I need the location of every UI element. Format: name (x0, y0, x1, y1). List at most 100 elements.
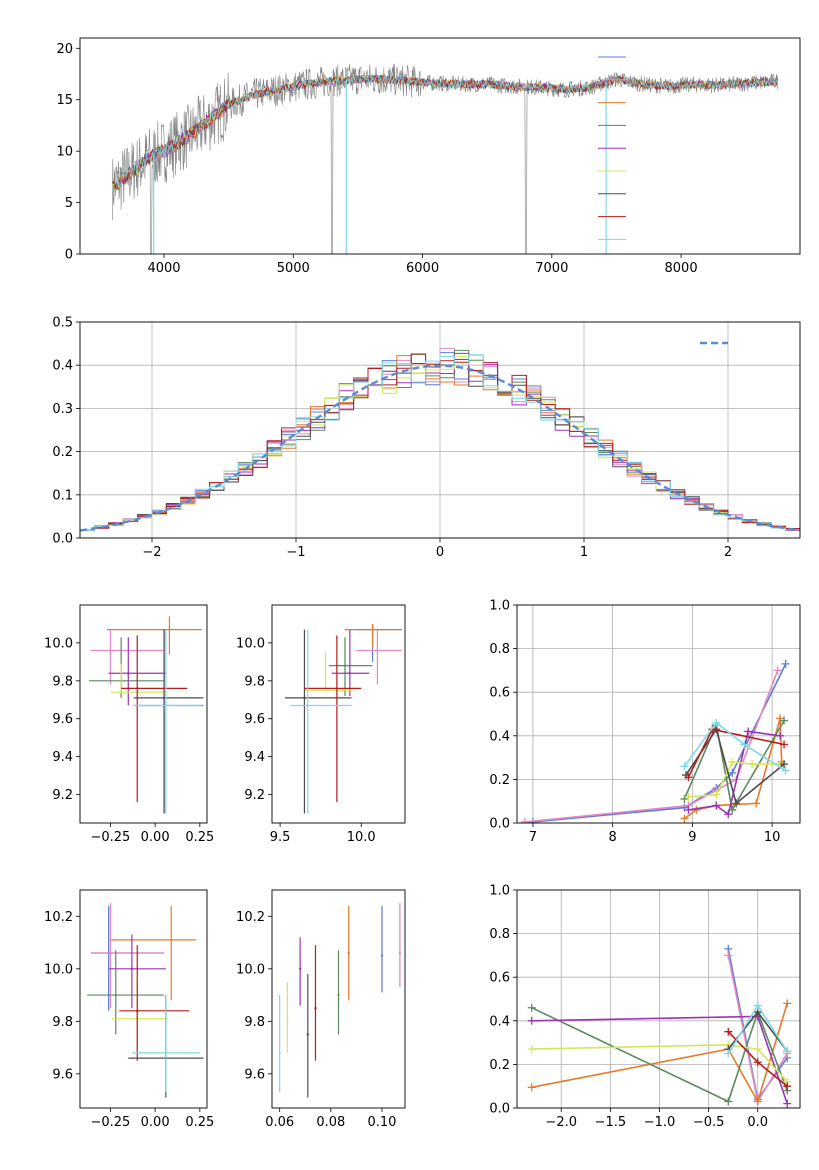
y-tick-label: 9.8 (244, 1015, 265, 1030)
data-point (109, 649, 112, 652)
data-point (136, 687, 139, 690)
plus-marker (780, 716, 789, 725)
axes-frame (271, 889, 406, 1109)
data-point (298, 967, 302, 970)
y-tick-label: 0 (65, 248, 73, 263)
y-tick-label: 15 (56, 93, 73, 108)
y-tick-label: 9.6 (52, 1067, 73, 1082)
data-point (114, 993, 117, 997)
axes-frame (516, 604, 801, 824)
plus-marker (780, 740, 789, 749)
data-point (168, 628, 171, 631)
plus-marker (744, 727, 753, 736)
weight-line-4 (531, 1006, 788, 1103)
y-tick-label: 0.2 (489, 1058, 510, 1073)
y-tick-label: 10.0 (44, 636, 73, 651)
y-tick-label: 0.2 (489, 773, 510, 788)
data-point (119, 691, 123, 694)
plus-marker (753, 1097, 762, 1106)
x-tick-label: 0.10 (368, 1115, 397, 1130)
x-tick-label: −0.25 (90, 1115, 130, 1130)
weight-line-9 (683, 721, 787, 772)
data-point (348, 672, 352, 675)
plus-marker (728, 757, 737, 766)
y-tick-label: 0.6 (489, 971, 510, 986)
data-point (306, 1033, 310, 1036)
model-spectrum-3 (112, 73, 778, 188)
plus-marker (684, 792, 693, 801)
y-tick-label: 0.0 (489, 817, 510, 832)
data-point (109, 951, 112, 955)
weight-line-2 (524, 670, 779, 823)
plus-marker (773, 666, 782, 675)
x-tick-label: −2 (142, 545, 161, 560)
x-tick-label: 0.00 (141, 1115, 170, 1130)
y-tick-label: 20 (56, 42, 73, 57)
plus-marker (712, 790, 721, 799)
x-tick-label: 2 (724, 545, 732, 560)
data-point (164, 704, 168, 707)
plus-marker (692, 805, 701, 814)
plus-marker (684, 805, 693, 814)
model-spectrum-6 (111, 74, 778, 195)
panel-residuals: −2 −1 0 1 2 0.0 0.1 0.2 0.3 0.4 0.5 (52, 316, 801, 560)
model-spectrum-8 (111, 74, 778, 190)
plus-marker (753, 1045, 762, 1054)
y-tick-label: 1.0 (489, 884, 510, 899)
plus-marker (781, 659, 790, 668)
axes-frame (79, 889, 208, 1109)
data-point (380, 954, 384, 957)
x-tick-label: 0.06 (265, 1115, 294, 1130)
plot-area (284, 623, 402, 814)
x-tick-label: 5000 (277, 261, 310, 276)
y-tick-label: 0.4 (52, 359, 73, 374)
x-tick-label: 8000 (665, 261, 698, 276)
plus-marker (732, 799, 741, 808)
axes-frame (79, 604, 208, 824)
y-tick-label: 9.4 (244, 750, 265, 765)
plus-marker (783, 1099, 792, 1108)
histogram-9 (80, 354, 800, 531)
legend (598, 56, 626, 240)
x-tick-label: 0.00 (141, 830, 170, 845)
panel-age-vs-Z: −0.25 0.00 0.25 9.2 9.4 9.6 9.8 10.0 (44, 604, 214, 845)
y-tick-label: 10.0 (44, 962, 73, 977)
y-tick-label: 10.0 (236, 636, 265, 651)
plot-area (111, 63, 779, 254)
data-point (343, 664, 347, 667)
panel-age-vs-mass: 9.5 10.0 9.2 9.4 9.6 9.8 10.0 (236, 604, 406, 845)
model-spectrum-9 (111, 74, 778, 192)
y-tick-label: 0.4 (489, 729, 510, 744)
plus-marker (527, 1016, 536, 1025)
x-tick-label: 1 (580, 545, 588, 560)
plus-marker (728, 768, 737, 777)
plus-marker (527, 1045, 536, 1054)
plus-marker (527, 1003, 536, 1012)
y-tick-label: 0.6 (489, 686, 510, 701)
histogram-8 (80, 353, 800, 531)
model-spectrum-7 (112, 74, 778, 189)
y-tick-label: 0.1 (52, 488, 73, 503)
y-tick-label: 9.6 (52, 712, 73, 727)
data-point (164, 1051, 168, 1055)
x-tick-label: 9 (688, 830, 696, 845)
histogram-4 (80, 349, 800, 531)
data-point (337, 993, 340, 997)
y-tick-label: 9.6 (244, 1067, 265, 1082)
data-point (130, 967, 134, 970)
plus-marker (680, 762, 689, 771)
model-spectrum-5 (112, 73, 778, 194)
observed-spectrum (112, 63, 779, 254)
y-tick-label: 10.2 (236, 910, 265, 925)
weight-line-1 (532, 663, 787, 823)
normal-curve (80, 364, 800, 532)
x-tick-label: −1.0 (644, 1115, 676, 1130)
y-tick-label: 0.5 (52, 316, 73, 331)
y-tick-label: 5 (65, 196, 73, 211)
plus-marker (781, 766, 790, 775)
panel-weight-vs-age: 7 8 9 10 0.0 0.2 0.4 0.6 0.8 1.0 (489, 599, 801, 845)
x-tick-label: −0.25 (90, 830, 130, 845)
plus-marker (783, 999, 792, 1008)
data-point (286, 1020, 289, 1023)
